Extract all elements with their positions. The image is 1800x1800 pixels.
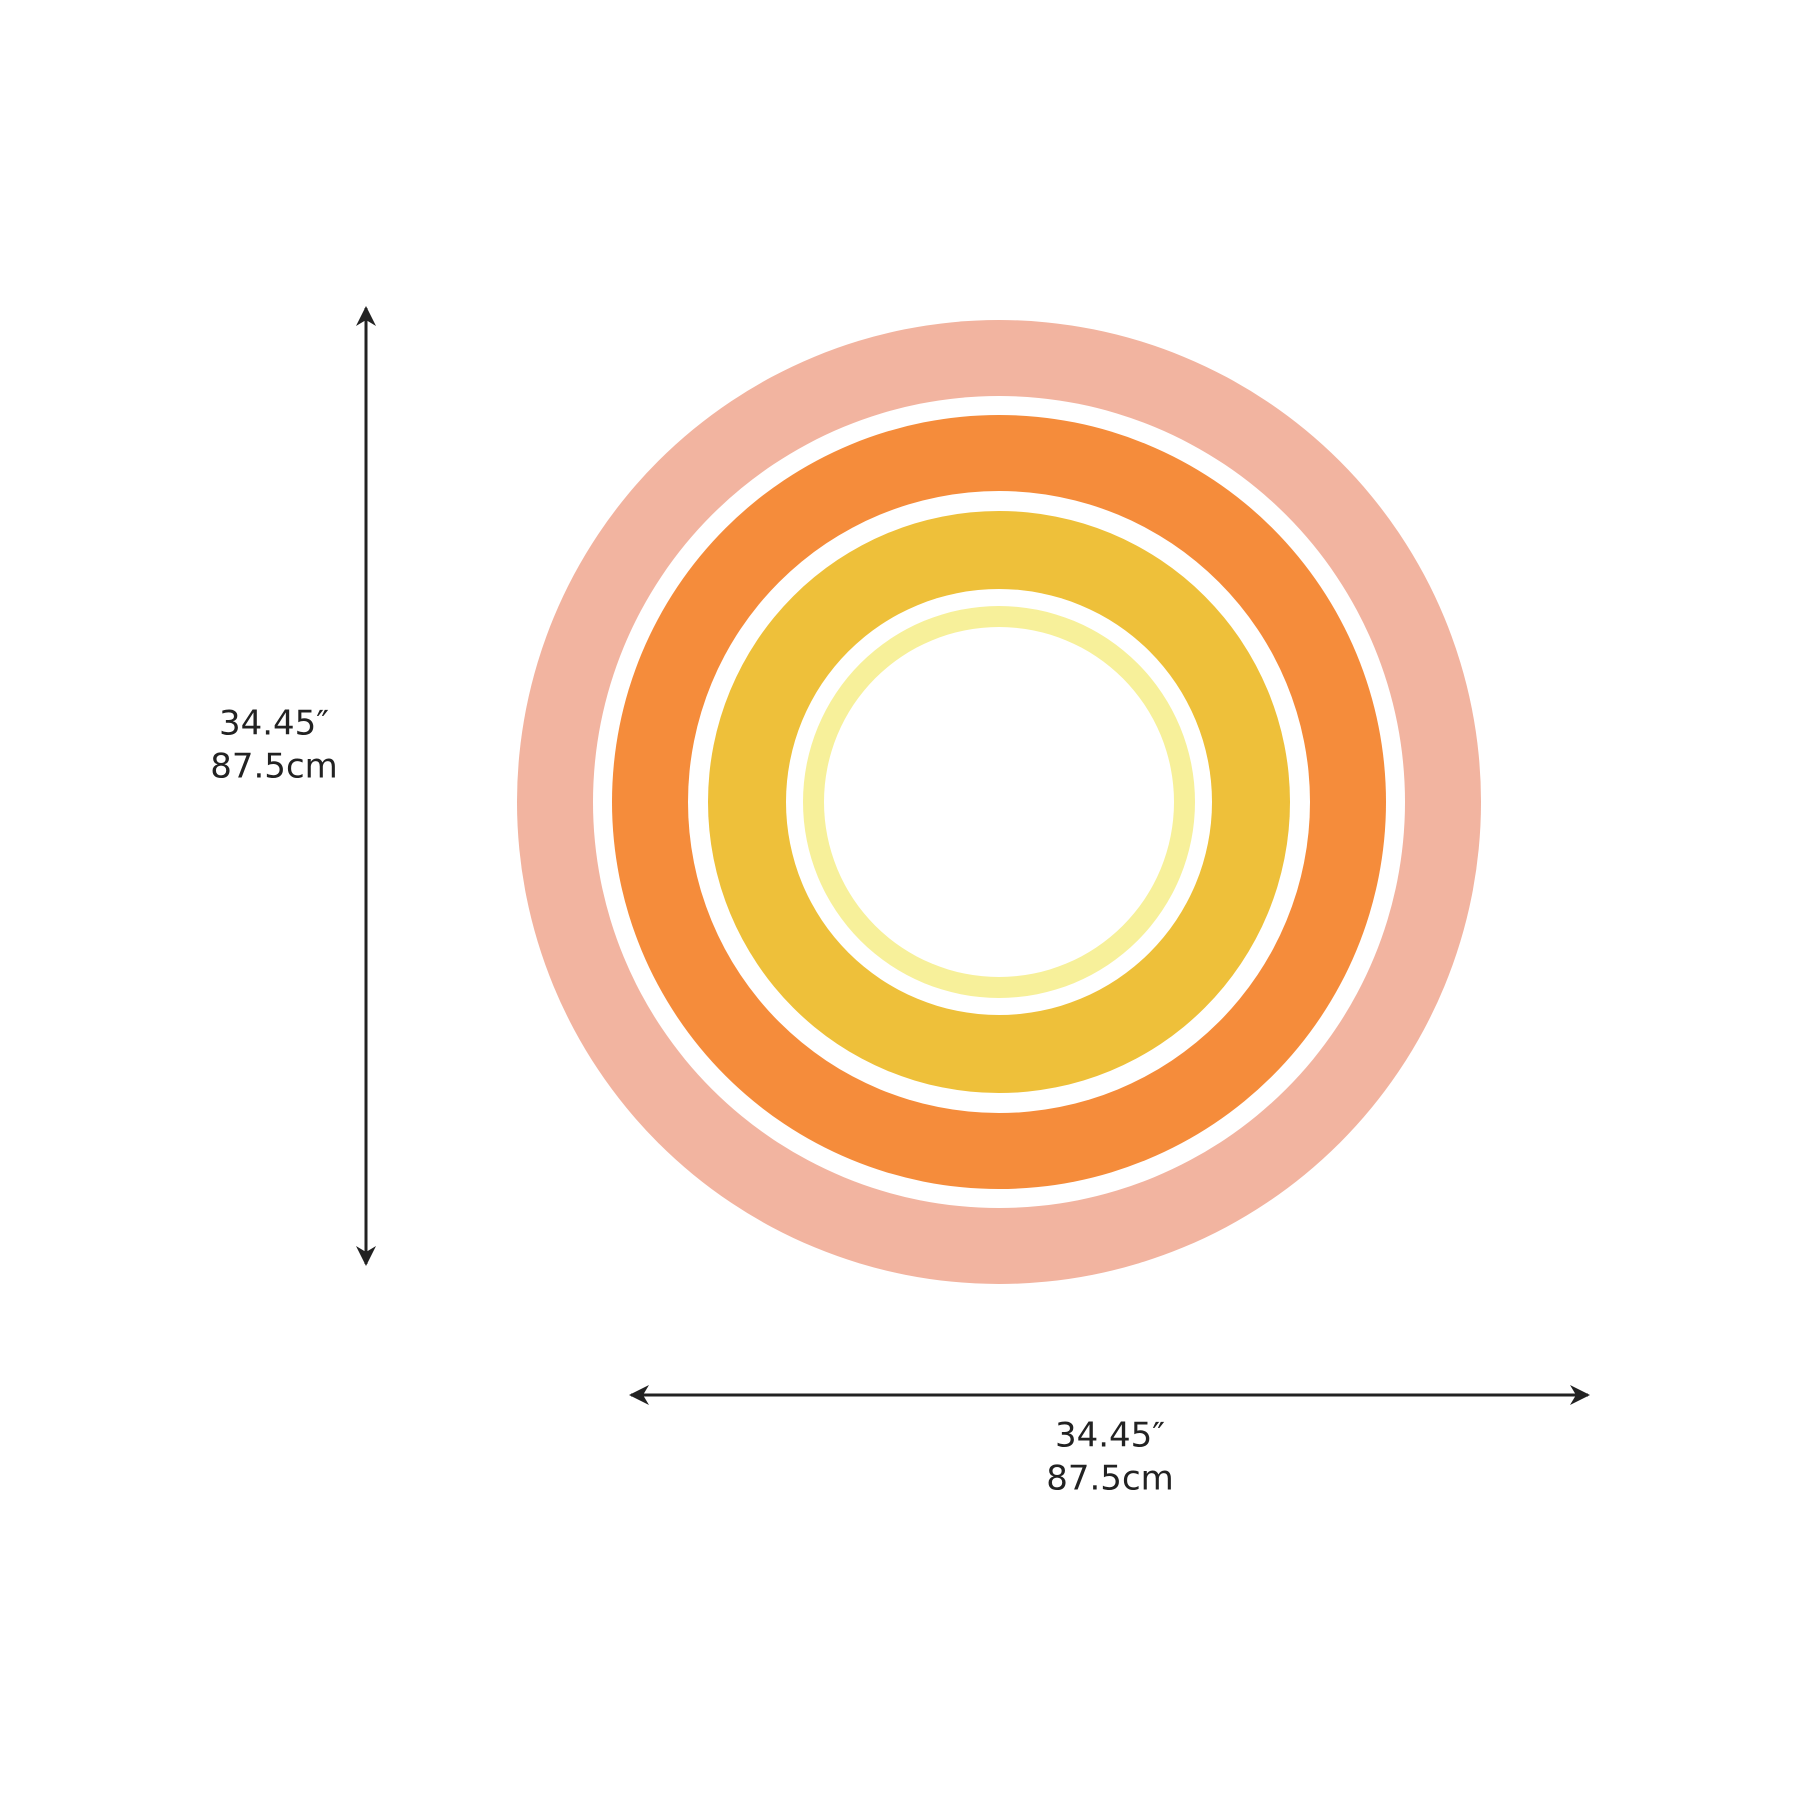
height-cm: 87.5cm	[210, 747, 338, 787]
height-inches: 34.45″	[219, 704, 329, 744]
width-cm: 87.5cm	[1046, 1459, 1174, 1499]
rings	[517, 320, 1481, 1284]
center	[824, 627, 1174, 977]
width-inches: 34.45″	[1055, 1416, 1165, 1456]
